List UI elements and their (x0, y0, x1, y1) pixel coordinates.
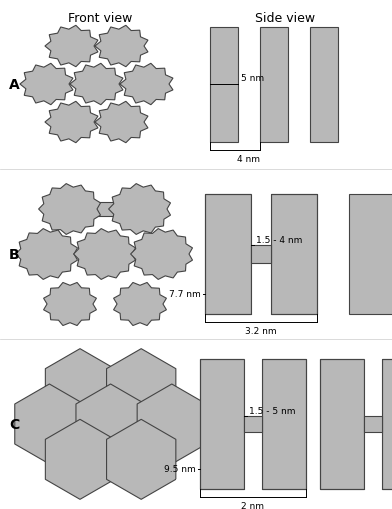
Bar (205, 194, 251, 315)
Polygon shape (45, 26, 98, 68)
Bar (90, 437, 100, 447)
Bar (310, 28, 338, 143)
Polygon shape (114, 283, 167, 326)
Bar (364, 416, 382, 432)
Polygon shape (38, 184, 100, 235)
Bar (251, 264, 271, 315)
Polygon shape (95, 102, 148, 144)
Bar (244, 432, 262, 489)
Polygon shape (70, 64, 123, 105)
Bar (151, 437, 162, 447)
Text: 3.2 nm: 3.2 nm (245, 326, 277, 335)
Text: 2 nm: 2 nm (241, 501, 265, 509)
Bar (244, 416, 262, 432)
Text: C: C (9, 417, 19, 431)
Text: A: A (9, 78, 19, 92)
Bar (320, 359, 364, 489)
Bar (121, 402, 131, 411)
Bar (244, 359, 262, 416)
Bar (364, 432, 382, 489)
Polygon shape (45, 102, 98, 144)
Polygon shape (74, 229, 136, 280)
Bar (262, 359, 306, 489)
Text: 4 nm: 4 nm (238, 155, 261, 164)
Bar (90, 402, 100, 411)
Bar (262, 359, 306, 489)
Bar (103, 455, 117, 464)
Bar (271, 194, 317, 315)
Polygon shape (76, 384, 145, 464)
Polygon shape (131, 229, 192, 280)
Text: Side view: Side view (255, 12, 315, 25)
Polygon shape (109, 184, 171, 235)
Text: B: B (9, 247, 19, 262)
Text: 5 nm: 5 nm (241, 74, 264, 83)
Bar (210, 28, 238, 143)
Polygon shape (95, 26, 148, 68)
Text: Front view: Front view (68, 12, 132, 25)
Polygon shape (15, 384, 84, 464)
Polygon shape (120, 64, 173, 105)
Bar (382, 359, 392, 489)
Polygon shape (45, 419, 114, 499)
Bar (320, 359, 364, 489)
Bar (260, 28, 288, 143)
Bar (251, 194, 271, 245)
Bar (205, 194, 251, 315)
Bar (60, 437, 70, 447)
Polygon shape (20, 64, 73, 105)
Bar (151, 402, 162, 411)
Bar (60, 402, 70, 411)
Bar (200, 359, 244, 489)
Bar (271, 194, 317, 315)
Bar (251, 245, 271, 264)
Polygon shape (107, 349, 176, 429)
Bar (382, 359, 392, 489)
Bar (200, 359, 244, 489)
Bar (103, 384, 117, 394)
Bar (93, 203, 117, 216)
Text: 1.5 - 4 nm: 1.5 - 4 nm (256, 236, 302, 244)
Polygon shape (16, 229, 78, 280)
Bar (349, 194, 392, 315)
Text: 1.5 - 5 nm: 1.5 - 5 nm (249, 406, 296, 415)
Bar (364, 359, 382, 416)
Polygon shape (107, 419, 176, 499)
Text: 9.5 nm: 9.5 nm (164, 465, 196, 473)
Polygon shape (137, 384, 207, 464)
Polygon shape (44, 283, 96, 326)
Text: 7.7 nm: 7.7 nm (169, 290, 201, 299)
Bar (121, 437, 131, 447)
Polygon shape (45, 349, 114, 429)
